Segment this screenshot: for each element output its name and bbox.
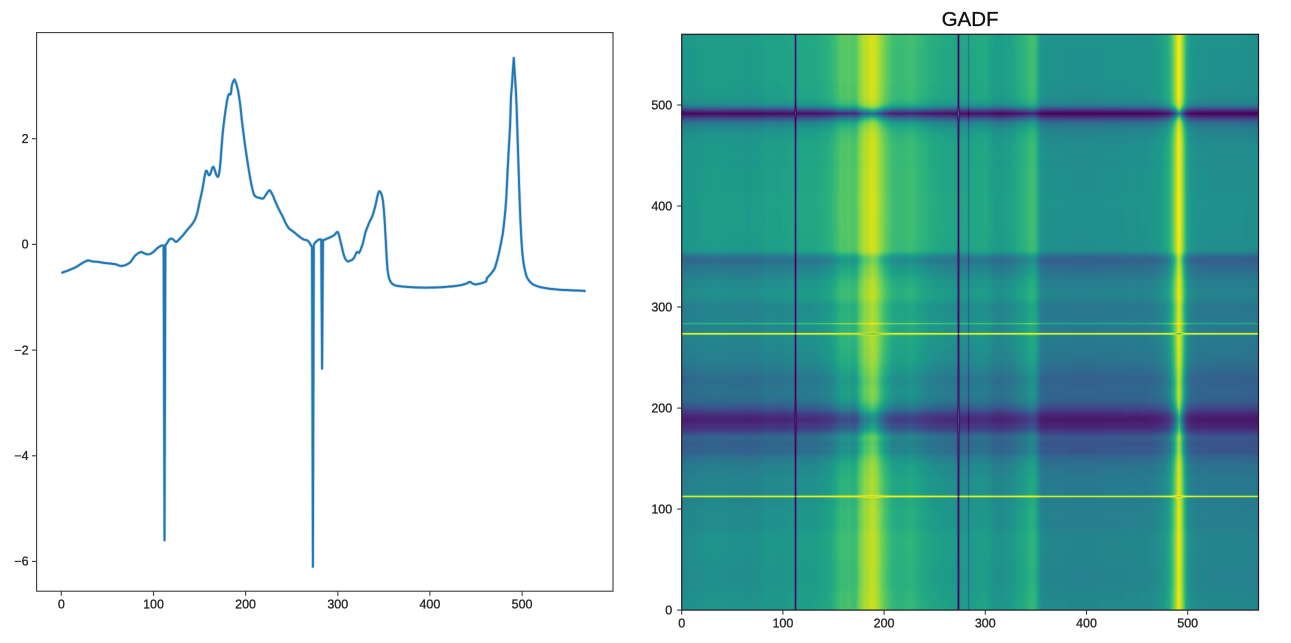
svg-text:0: 0 <box>58 598 65 612</box>
svg-text:100: 100 <box>651 502 672 516</box>
svg-text:200: 200 <box>651 401 672 415</box>
svg-text:500: 500 <box>651 98 672 112</box>
svg-text:0: 0 <box>22 238 29 252</box>
svg-text:500: 500 <box>1177 617 1198 631</box>
svg-text:400: 400 <box>419 598 440 612</box>
svg-text:GADF: GADF <box>942 8 999 31</box>
svg-text:100: 100 <box>143 598 164 612</box>
svg-text:−4: −4 <box>14 449 28 463</box>
svg-text:300: 300 <box>975 617 996 631</box>
svg-text:0: 0 <box>665 603 672 617</box>
svg-text:100: 100 <box>772 617 793 631</box>
svg-text:500: 500 <box>512 598 533 612</box>
svg-text:300: 300 <box>327 598 348 612</box>
svg-text:2: 2 <box>22 132 29 146</box>
svg-text:200: 200 <box>235 598 256 612</box>
svg-text:−6: −6 <box>14 555 28 569</box>
svg-text:200: 200 <box>874 617 895 631</box>
svg-text:400: 400 <box>1076 617 1097 631</box>
svg-text:300: 300 <box>651 300 672 314</box>
svg-text:0: 0 <box>678 617 685 631</box>
svg-text:400: 400 <box>651 199 672 213</box>
svg-text:−2: −2 <box>14 343 28 357</box>
